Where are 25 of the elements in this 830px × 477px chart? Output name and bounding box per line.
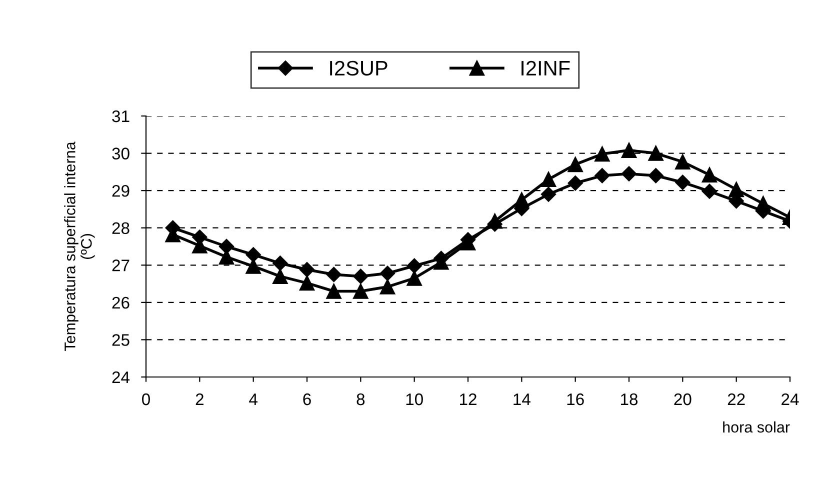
y-axis-title: Temperatura superficial interna (ºC) bbox=[64, 142, 95, 352]
x-axis-title: hora solar bbox=[723, 421, 790, 433]
x-tick-label: 12 bbox=[460, 393, 476, 406]
y-tick-label: 25 bbox=[112, 334, 130, 346]
y-tick-label: 29 bbox=[112, 184, 130, 197]
x-tick-label: 4 bbox=[249, 394, 258, 406]
y-tick-label: 31 bbox=[112, 110, 130, 122]
y-tick-label: 26 bbox=[112, 296, 130, 309]
x-tick-label: 14 bbox=[514, 394, 530, 406]
x-tick-label: 16 bbox=[567, 393, 584, 406]
x-tick-label: 18 bbox=[621, 393, 638, 406]
x-tick-label: 24 bbox=[782, 393, 799, 406]
x-tick-label: 22 bbox=[728, 393, 745, 406]
x-tick-label: 6 bbox=[303, 393, 311, 406]
y-tick-label: 24 bbox=[112, 371, 130, 384]
y-tick-label: 30 bbox=[112, 148, 130, 160]
legend-label: I2INF bbox=[522, 60, 570, 76]
x-tick-label: 20 bbox=[674, 393, 692, 406]
y-tick-label: 28 bbox=[112, 222, 130, 234]
x-tick-label: 0 bbox=[142, 393, 150, 406]
y-tick-label: 27 bbox=[112, 260, 130, 272]
legend-label: I2SUP bbox=[330, 60, 388, 76]
x-tick-label: 10 bbox=[406, 393, 423, 406]
x-tick-label: 8 bbox=[356, 393, 365, 406]
x-tick-label: 2 bbox=[196, 393, 204, 406]
